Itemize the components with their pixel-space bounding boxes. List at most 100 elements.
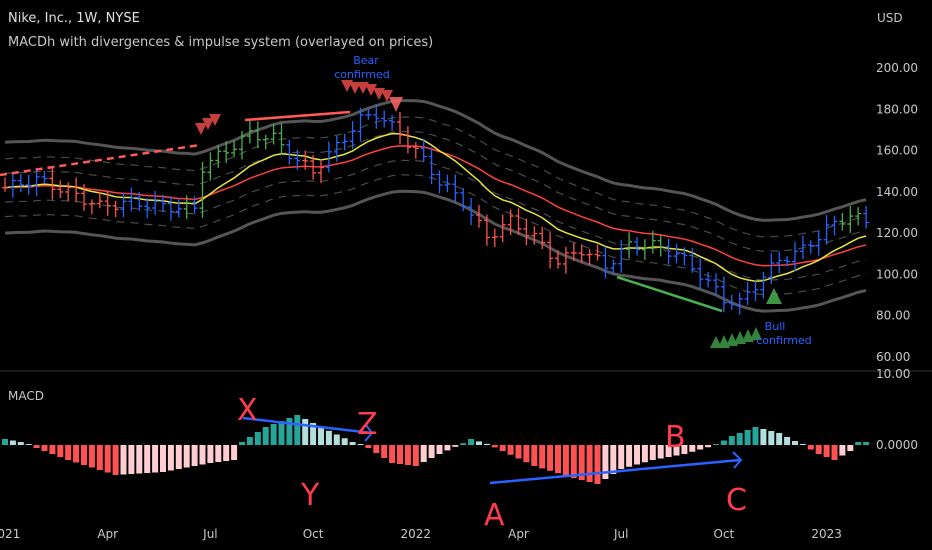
- macd-histogram-bar: [507, 445, 514, 455]
- bull-signal-triangles: [710, 288, 782, 348]
- price-axis[interactable]: USD 200.00 180.00 160.00 140.00 120.00 100.00…: [876, 11, 918, 364]
- macd-histogram-bar: [586, 445, 593, 482]
- macd-histogram-bar: [626, 445, 633, 467]
- macd-histogram-bar: [96, 445, 103, 470]
- price-bar: [112, 200, 119, 218]
- macd-histogram-bar: [705, 445, 712, 448]
- macd-histogram-bar: [49, 445, 56, 454]
- price-bar: [357, 107, 364, 142]
- price-bar: [713, 273, 719, 296]
- arrow-head-icon: [732, 451, 743, 469]
- price-bar: [823, 215, 830, 245]
- price-bar: [586, 249, 593, 265]
- price-bar: [49, 168, 56, 200]
- macd-histogram-bar: [436, 445, 443, 454]
- price-bar: [539, 226, 546, 250]
- macd-histogram-bar: [112, 445, 119, 475]
- time-axis[interactable]: 2021 Apr Jul Oct 2022 Apr Jul Oct 2023: [0, 527, 842, 541]
- time-axis-tick: Oct: [714, 527, 735, 541]
- divergence-label-y: Y: [300, 478, 320, 513]
- price-bar: [175, 198, 182, 218]
- macd-histogram-bar: [752, 427, 759, 445]
- price-bar: [547, 232, 554, 269]
- macd-bear-divergence-arrow: [242, 416, 373, 435]
- macd-histogram-bar: [736, 433, 743, 445]
- price-bar: [333, 135, 340, 162]
- price-bar: [349, 121, 356, 150]
- outer-band-upper: [4, 98, 867, 222]
- price-axis-tick: 80.00: [876, 309, 910, 323]
- price-bar: [523, 218, 530, 246]
- price-bar: [507, 209, 514, 236]
- macd-histogram-bar: [799, 444, 806, 445]
- macd-histogram-bar: [792, 441, 798, 445]
- macd-histogram-bar: [831, 445, 838, 460]
- price-bar: [665, 238, 672, 265]
- price-bar: [649, 230, 656, 254]
- macd-histogram-bar: [602, 445, 609, 479]
- macd-histogram-bar: [128, 445, 135, 474]
- price-bar: [254, 121, 261, 149]
- price-bar: [215, 145, 222, 168]
- macd-histogram-bar: [460, 443, 467, 445]
- price-bar: [531, 226, 538, 245]
- macd-histogram-bar: [483, 443, 490, 445]
- macd-histogram-bar: [167, 445, 174, 471]
- price-bar: [270, 123, 277, 145]
- macd-histogram-bar: [468, 439, 475, 445]
- price-bar: [420, 138, 427, 162]
- price-bar: [689, 247, 696, 273]
- price-axis-tick: 180.00: [876, 102, 918, 116]
- price-bar: [476, 205, 482, 228]
- price-bar: [246, 120, 253, 144]
- macd-histogram-bar: [499, 445, 506, 451]
- macd-histogram-bar: [325, 430, 332, 445]
- triangle-up-icon: [750, 327, 762, 340]
- macd-histogram-bar: [649, 445, 656, 460]
- price-bar: [136, 191, 143, 212]
- price-bar: [207, 152, 214, 181]
- macd-histogram-bar: [515, 445, 522, 459]
- price-bar: [847, 205, 854, 233]
- price-bar: [96, 191, 103, 209]
- macd-histogram-bar: [523, 445, 530, 463]
- price-bar: [468, 198, 475, 226]
- macd-histogram-bar: [175, 445, 182, 469]
- price-bar: [325, 141, 332, 173]
- price-bar: [41, 171, 48, 184]
- macd-histogram-bar: [17, 442, 24, 445]
- bull-confirmed-label: confirmed: [756, 334, 811, 347]
- indicator-title: MACDh with divergences & impulse system …: [8, 35, 434, 50]
- macd-histogram-bar: [776, 433, 783, 445]
- time-axis-tick: 2023: [811, 527, 842, 541]
- price-axis-tick: 120.00: [876, 226, 918, 240]
- macd-histogram-bar: [728, 436, 735, 445]
- bear-divergence-line-dashed: [0, 143, 201, 177]
- macd-histogram-bar: [33, 445, 40, 448]
- inner-band: [4, 116, 867, 238]
- divergence-label-x: X: [237, 393, 258, 428]
- price-bar: [183, 195, 190, 220]
- macd-histogram-bar: [144, 445, 151, 473]
- price-bar: [491, 228, 498, 247]
- price-bar: [444, 174, 451, 193]
- time-axis-tick: Jul: [613, 527, 628, 541]
- price-bar: [81, 184, 87, 211]
- macd-histogram-bar: [539, 445, 546, 469]
- macd-histogram-bar: [373, 445, 380, 453]
- price-axis-tick: 100.00: [876, 267, 918, 281]
- price-bar: [262, 134, 269, 150]
- macd-histogram-bar: [389, 445, 396, 463]
- macd-histogram-bar: [25, 444, 32, 445]
- macd-histogram-bar: [491, 445, 498, 448]
- macd-histogram-bar: [270, 424, 277, 445]
- price-bar: [744, 281, 751, 305]
- price-bar: [452, 174, 459, 203]
- macd-histogram-bar: [246, 437, 253, 445]
- triangle-down-icon: [365, 84, 377, 96]
- price-bar: [626, 232, 633, 259]
- macd-histogram-bar: [254, 432, 261, 445]
- price-bar: [555, 250, 561, 269]
- macd-histogram-bar: [41, 445, 48, 451]
